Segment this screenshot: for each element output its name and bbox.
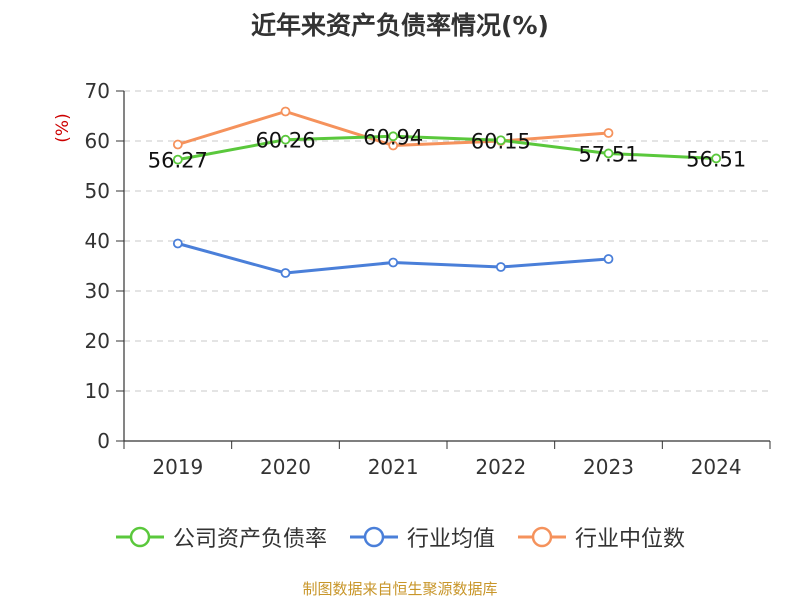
chart-title: 近年来资产负债率情况(%) [251,11,549,40]
data-point [280,106,291,117]
data-label: 60.15 [471,129,531,153]
data-point [172,238,183,249]
y-tick-label: 40 [85,229,110,253]
data-point [388,140,399,151]
x-tick-label: 2020 [260,455,311,479]
series-lines [172,106,722,278]
legend-item[interactable]: 公司资产负债率 [115,521,327,553]
series-line [177,134,717,162]
legend-label: 公司资产负债率 [172,527,327,552]
y-tick-label: 50 [85,179,110,203]
legend: 公司资产负债率 行业均值 行业中位数 [0,520,800,554]
legend-item[interactable]: 行业中位数 [517,521,685,553]
y-tick-label: 60 [85,129,110,153]
data-label: 56.51 [686,147,746,171]
data-label: 56.27 [148,149,208,173]
y-tick-label: 70 [85,79,110,103]
legend-label: 行业均值 [406,527,495,552]
data-point [280,134,291,145]
legend-marker-icon [115,526,164,548]
legend-marker-icon [518,526,566,548]
x-tick-label: 2021 [368,455,419,479]
data-point [603,128,614,138]
x-tick-label: 2022 [475,455,526,479]
data-point [280,268,291,278]
y-tick-label: 20 [85,329,110,353]
source-note: 制图数据来自恒生聚源数据库 [302,580,498,598]
x-tick-label: 2019 [152,455,203,479]
data-point [603,254,614,264]
y-tick-label: 0 [97,429,110,453]
data-point [388,131,399,142]
data-point [495,135,506,146]
data-point [495,262,506,272]
data-point [172,154,183,165]
legend-marker-icon [349,526,398,548]
data-label: 60.94 [363,125,423,149]
gridlines [124,90,770,392]
axes: 0 10 20 30 40 50 60 70 2019 2020 2021 2022 2023 2024 [85,79,771,479]
x-tick-label: 2023 [583,455,634,479]
data-point [603,148,614,159]
legend-label: 行业中位数 [575,527,686,552]
y-tick-label: 30 [85,279,110,303]
data-labels: 56.27 60.26 60.94 60.15 57.51 56.51 [148,125,746,172]
legend-item[interactable]: 行业均值 [349,521,495,553]
x-tick-label: 2024 [691,455,742,479]
data-label: 60.26 [255,129,315,153]
y-tick-label: 10 [85,379,110,403]
data-label: 57.51 [578,142,638,166]
data-point [711,153,722,164]
data-point [172,139,183,150]
y-axis-label: (%) [53,113,73,142]
data-point [388,257,399,268]
